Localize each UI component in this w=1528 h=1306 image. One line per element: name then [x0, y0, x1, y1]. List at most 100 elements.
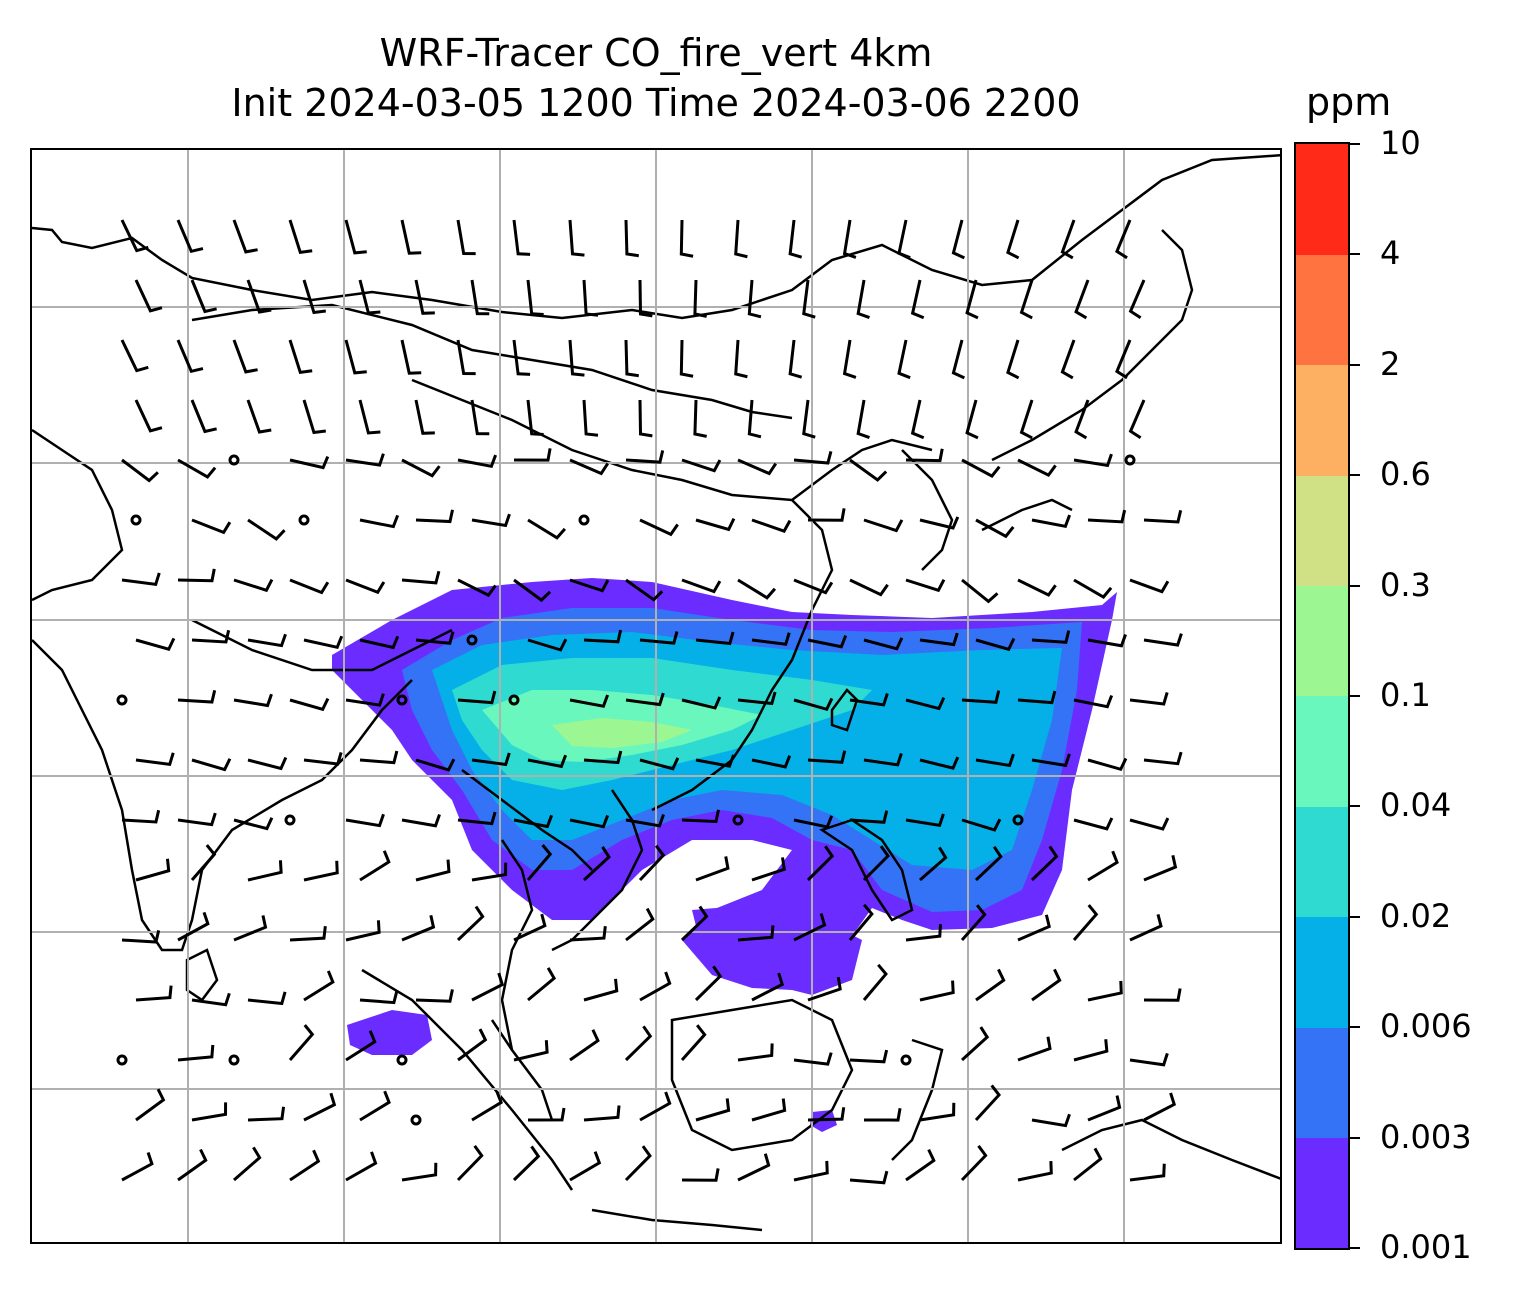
wind-barb [807, 976, 842, 1002]
calm-circle [284, 814, 296, 826]
wind-barb [512, 339, 531, 376]
wind-barb [961, 690, 1001, 704]
wind-barb [415, 631, 455, 645]
wind-barb [177, 458, 217, 479]
wind-barb [527, 754, 568, 769]
wind-barb [793, 578, 834, 595]
coast-japan-south [981, 498, 1073, 532]
wind-barb [1074, 279, 1090, 320]
wind-barb [345, 1030, 377, 1062]
wind-barb [1074, 399, 1090, 440]
wind-barb [415, 989, 454, 1003]
wind-barb [638, 279, 653, 318]
wind-barb [788, 339, 803, 379]
wind-barb [807, 750, 847, 764]
wind-barb [737, 1153, 771, 1182]
wind-barb [806, 845, 835, 882]
sulawesi [891, 1038, 944, 1161]
wind-barb [862, 845, 890, 882]
wind-barb [289, 697, 330, 712]
colorbar-tick-label: 2 [1380, 344, 1401, 383]
wind-barb [359, 635, 400, 650]
sumatra [361, 968, 574, 1191]
wind-barb [401, 915, 436, 942]
coast-arabian [32, 428, 124, 602]
wind-barb [134, 279, 163, 313]
wind-barb [1129, 578, 1170, 594]
colorbar-tick [1350, 695, 1360, 697]
wind-barb [303, 1092, 337, 1122]
wind-barb [1129, 1052, 1169, 1067]
wind-barb [1143, 751, 1183, 766]
colorbar-segment [1296, 916, 1348, 1028]
map-panel [30, 148, 1282, 1244]
wind-barb [512, 1145, 541, 1182]
chart-subtitle: Init 2024-03-05 1200 Time 2024-03-06 220… [231, 81, 1081, 125]
wind-barb [807, 635, 848, 649]
wind-barb [849, 458, 888, 482]
colorbar-segment [1296, 254, 1348, 366]
wind-barb [975, 968, 1006, 1002]
wind-barb [569, 694, 610, 708]
colorbar-tick-label: 10 [1380, 124, 1421, 162]
taiwan [830, 688, 859, 732]
wind-barb [303, 752, 343, 766]
map-canvas [32, 150, 1280, 1242]
calm-circle [900, 1054, 912, 1066]
wind-barb [965, 399, 979, 440]
wind-barb [345, 578, 386, 595]
wind-barb [134, 399, 163, 433]
wind-barb [1087, 509, 1127, 524]
wind-barb [583, 1105, 621, 1122]
wind-barb [289, 455, 330, 470]
wind-barb [848, 903, 874, 941]
wind-barb [1073, 1039, 1109, 1062]
wind-barb [1087, 633, 1127, 648]
wind-barb [1143, 633, 1183, 647]
calm-circle [466, 634, 478, 646]
wind-barb [289, 1149, 321, 1182]
wind-barb [1017, 914, 1051, 942]
wind-barb [247, 860, 283, 882]
wind-barb [681, 458, 722, 473]
wind-barb [863, 1107, 902, 1122]
wind-barb [681, 809, 720, 824]
wind-barb [1115, 219, 1132, 260]
wind-barb [1129, 914, 1163, 942]
wind-barb [358, 279, 381, 315]
wind-barb [457, 1028, 488, 1062]
wind-barb [680, 1024, 707, 1061]
wind-barb [568, 339, 585, 377]
calm-circle [228, 1054, 240, 1066]
wind-barb [897, 219, 911, 260]
wind-barb [303, 860, 339, 882]
wind-barb [401, 458, 441, 478]
wind-barb [583, 978, 619, 1002]
wind-barb [456, 339, 476, 376]
wind-barb [135, 858, 171, 882]
wind-barb [625, 578, 664, 602]
wind-barb [625, 692, 665, 707]
wind-barb [582, 399, 599, 437]
wind-barb [569, 1029, 600, 1062]
wind-barb [457, 811, 497, 826]
wind-barb [849, 1170, 889, 1185]
wind-barb [569, 814, 610, 829]
wind-barb [358, 399, 381, 435]
calm-circle [228, 454, 240, 466]
wind-barb [1017, 690, 1057, 705]
wind-barb [1017, 1161, 1053, 1182]
wind-barb [247, 991, 287, 1006]
colorbar-segment [1296, 1027, 1348, 1139]
wind-barb [1017, 578, 1057, 597]
wind-barb [121, 809, 161, 824]
wind-barb [303, 970, 335, 1002]
wind-barb [1030, 845, 1059, 882]
colorbar-tick-label: 0.001 [1380, 1228, 1472, 1266]
wind-barb [625, 450, 665, 464]
wind-barb [1031, 630, 1071, 644]
wind-barb [960, 1144, 988, 1182]
wind-barb [526, 279, 544, 317]
wind-barb [1060, 339, 1076, 380]
wind-barb [905, 924, 942, 942]
